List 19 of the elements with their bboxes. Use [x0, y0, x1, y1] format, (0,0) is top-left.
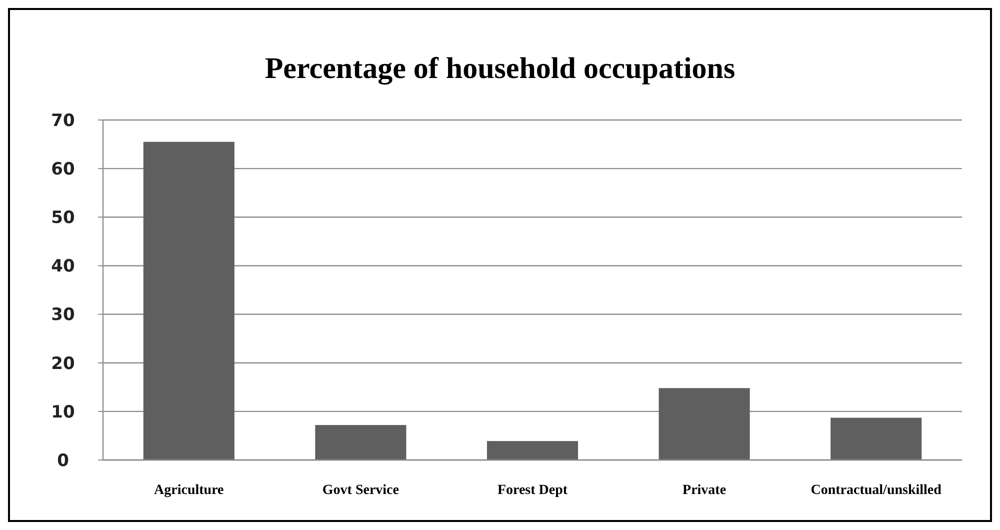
y-tick-label: 60 — [51, 160, 75, 180]
y-tick-label: 0 — [57, 450, 70, 471]
y-tick-label: 70 — [51, 110, 75, 131]
x-tick-label: Agriculture — [154, 483, 224, 498]
x-tick-label: Govt Service — [322, 483, 399, 498]
y-tick-label: 30 — [51, 305, 75, 326]
y-tick-label: 40 — [51, 256, 75, 277]
y-tick-label: 50 — [51, 208, 75, 228]
bar — [658, 388, 750, 460]
y-tick-label: 10 — [51, 402, 75, 422]
y-tick-label: 20 — [51, 354, 75, 374]
bar — [315, 425, 406, 460]
bar — [830, 418, 922, 460]
x-tick-label: Forest Dept — [497, 483, 568, 498]
x-tick-label: Contractual/unskilled — [810, 483, 942, 498]
bar — [486, 441, 578, 460]
x-tick-label: Private — [682, 483, 726, 498]
chart-title: Percentage of household occupations — [264, 52, 736, 85]
bar — [143, 142, 234, 460]
